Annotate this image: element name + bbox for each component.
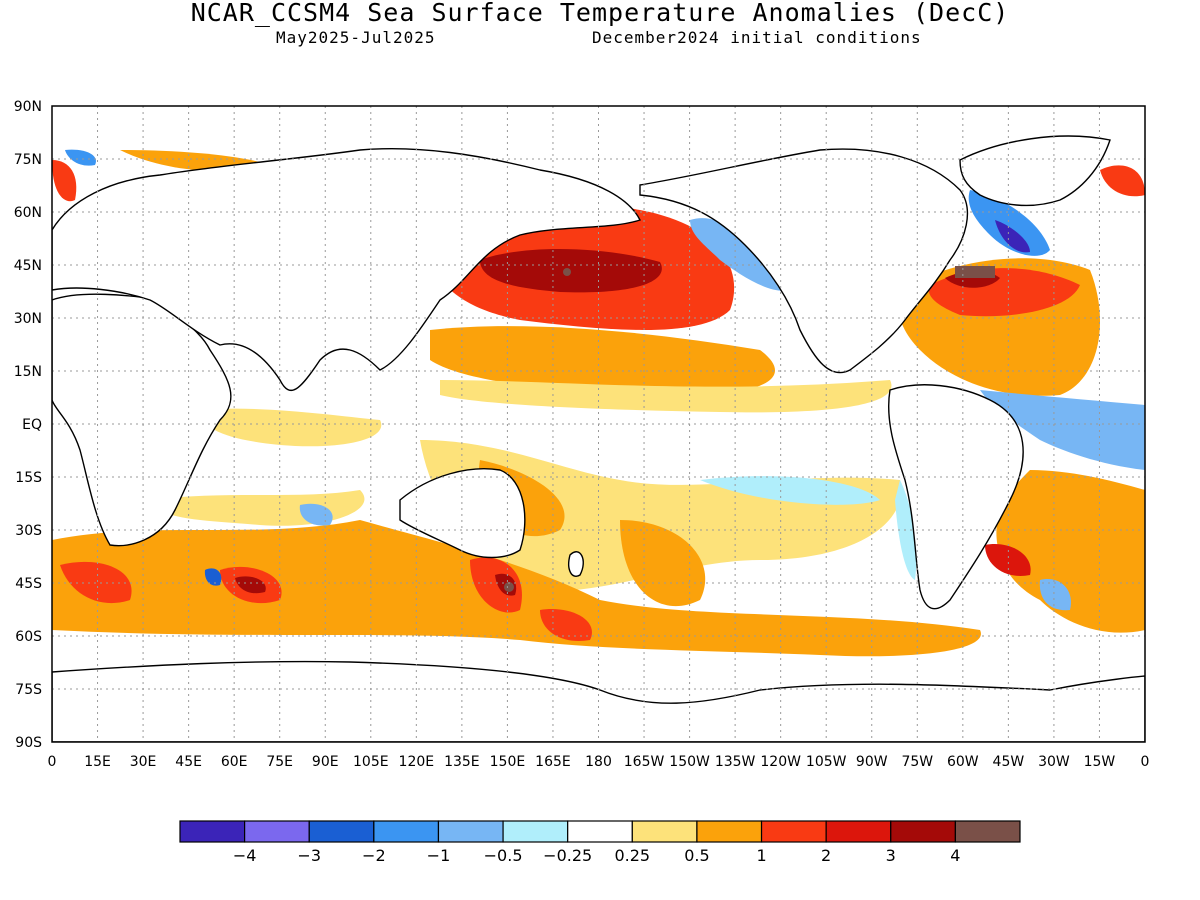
north-america-outline [639,148,968,374]
colorbar-label: −0.25 [543,846,592,865]
labrador-sea-cold-anomaly [968,190,1050,256]
longitude-labels: 0 15E 30E 45E 60E 75E 90E 105E 120E 135E 150E 165E 1… [48,754,1150,770]
map-frame [51,105,1146,743]
lon-label: 60E [221,754,248,770]
colorbar-label: 4 [950,846,960,865]
lon-label: 120E [399,754,435,770]
colorbar-label: 3 [886,846,896,865]
lon-label: 15W [1084,754,1116,770]
lat-label: 30S [15,523,42,539]
lon-label: 165W [624,754,665,770]
lon-label: 180 [585,754,612,770]
lon-label: 165E [535,754,571,770]
lon-label: 120W [760,754,801,770]
lon-label: 0 [1141,754,1150,770]
colorbar-label: 1 [756,846,766,865]
lon-label: 30W [1038,754,1070,770]
lon-label: 75W [901,754,933,770]
colorbar-label: −3 [297,846,321,865]
lon-label: 90E [312,754,339,770]
lat-label: 90S [15,735,42,751]
greenland-outline [959,135,1111,207]
lat-label: 15N [14,364,42,380]
lat-label: 75N [14,152,42,168]
colorbar-swatch [631,820,698,843]
colorbar-swatch [567,820,633,843]
colorbar-label: 0.25 [614,846,650,865]
lon-label: 150W [669,754,710,770]
lat-label: 30N [14,311,42,327]
colorbar-swatch [244,820,310,843]
lon-label: 45E [175,754,202,770]
lon-label: 15E [84,754,111,770]
eurasia-outline [52,148,641,392]
colorbar-swatch [696,820,763,843]
colorbar-label: −0.5 [484,846,523,865]
colorbar-swatch [502,820,569,843]
colorbar-swatch [373,820,440,843]
land-outlines [52,135,1145,742]
lat-label: 75S [15,682,42,698]
lon-label: 45W [993,754,1025,770]
lat-label: 45N [14,258,42,274]
lon-label: 150E [490,754,526,770]
lat-label: 90N [14,99,42,115]
lon-label: 75E [266,754,293,770]
lon-label: 0 [48,754,57,770]
lon-label: 30E [130,754,157,770]
lat-label: 45S [15,576,42,592]
south-america-outline [887,384,1024,610]
forecast-period: May2025-Jul2025 [276,28,436,47]
colorbar-label: −4 [233,846,257,865]
colorbar-label: −2 [362,846,386,865]
lon-label: 135E [444,754,480,770]
initial-conditions: December2024 initial conditions [592,28,922,47]
colorbar-label: 2 [821,846,831,865]
colorbar-swatch [954,820,1021,843]
colorbar-swatch [308,820,375,843]
latitude-labels: 90N 75N 60N 45N 30N 15N EQ 15S 30S 45S 60S 75S 90S [14,99,42,751]
colorbar-label: 0.5 [684,846,709,865]
colorbar-legend: −4 −3 −2 −1 −0.5 −0.25 0.25 0.5 1 2 3 4 [179,820,1021,865]
australia-outline [399,468,526,559]
colorbar-swatch [825,820,892,843]
lat-label: 60N [14,205,42,221]
colorbar-label: −1 [427,846,451,865]
lat-label: EQ [22,417,42,433]
lat-label: 60S [15,629,42,645]
colorbar-swatch [760,820,827,843]
lon-label: 105W [806,754,847,770]
colorbar-swatch [437,820,504,843]
map-title: NCAR_CCSM4 Sea Surface Temperature Anoma… [190,0,1010,27]
colorbar-swatch [890,820,956,843]
lon-label: 135W [715,754,756,770]
lon-label: 105E [353,754,389,770]
graticule [52,106,1145,742]
lon-label: 90W [856,754,888,770]
colorbar-swatch [179,820,246,843]
lon-label: 60W [947,754,979,770]
lat-label: 15S [15,470,42,486]
new-zealand-outline [568,551,584,577]
